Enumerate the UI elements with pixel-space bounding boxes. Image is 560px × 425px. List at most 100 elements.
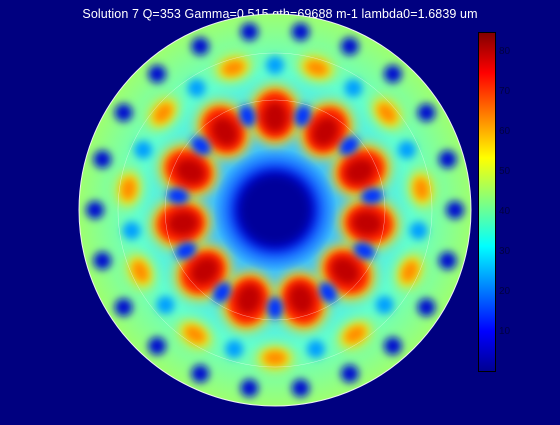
lobe-peak [352,211,382,236]
grid-circle [78,13,472,407]
colorbar-frame [478,32,496,372]
outer-dot [383,64,402,83]
colorbar-svg [478,32,496,372]
outer-dot [114,298,133,317]
outer-dot [438,251,457,270]
lobe-core [264,351,286,365]
colorbar [478,32,496,377]
outer-dot [417,103,436,122]
outer-dot [148,64,167,83]
inner-lobe [249,85,301,145]
lobe-peak [190,257,219,285]
inner-lobe [332,143,391,198]
field-disk [79,14,471,406]
outer-lobe [257,346,293,370]
lobe-peak [263,102,287,132]
lobe-core [377,103,396,123]
lobe-core [414,178,429,200]
outer-dot [93,251,112,270]
lobe-peak [168,211,198,236]
colorbar-tick-label: 10 [499,326,511,337]
inner-lobe [151,197,211,250]
inner-node [167,187,189,205]
outer-dot [340,37,359,56]
colorbar-tick-label: 60 [499,126,511,137]
outer-dot [148,337,167,356]
lobe-peak [331,257,360,285]
inner-node [175,242,197,260]
lobe-peak [312,117,339,146]
inner-lobe [275,271,329,331]
outer-dot [114,103,133,122]
inner-node [361,187,383,205]
inner-node [319,282,337,303]
outer-lobe [396,254,423,289]
middle-node [134,140,153,159]
outer-lobe [215,55,251,81]
grid-circle [164,99,386,321]
grid-lines [78,13,472,407]
inner-node [191,136,211,156]
outer-dot [291,22,310,41]
middle-node [187,79,206,98]
grid-circle [117,52,433,368]
inner-node [294,105,311,127]
middle-node [306,340,325,359]
lobe-peak [345,158,375,184]
inner-node [213,282,231,303]
lobe-core [132,261,149,282]
outer-dot [240,22,259,41]
lobe-peak [211,117,238,146]
lobe-core [154,103,173,123]
outer-dot [438,150,457,169]
lobe-core [121,178,136,200]
outer-lobe [178,320,212,349]
outer-dot [86,201,104,219]
outer-dot [340,364,359,383]
outer-lobe [116,171,141,207]
outer-dot [191,37,210,56]
outer-dot [383,337,402,356]
outer-lobe [371,97,402,129]
outer-lobe [148,97,179,129]
outer-lobe [299,55,335,81]
inner-lobe [159,143,218,198]
outer-lobe [409,171,434,207]
middle-node [156,295,175,314]
outer-dot [417,298,436,317]
inner-lobe [196,101,251,159]
lobe-core [184,326,205,343]
center-hole [237,172,313,248]
colorbar-gradient [478,32,496,372]
outer-dot [93,150,112,169]
inner-node [267,297,283,319]
lobe-peak [175,158,205,184]
outer-lobe [338,320,372,349]
inner-lobe [299,101,354,159]
inner-node [353,242,375,260]
outer-dot [240,379,259,398]
outer-dot [191,364,210,383]
colorbar-tick-label: 80 [499,46,511,57]
middle-node [266,56,284,74]
lobe-core [305,60,328,76]
outer-lobe [127,254,154,289]
outer-dot [291,379,310,398]
lobe-core [345,326,366,343]
inner-node [339,136,359,156]
middle-node [122,221,141,240]
inner-lobe [339,197,399,250]
colorbar-tick-label: 70 [499,86,511,97]
lobe-core [222,60,245,76]
colorbar-tick-label: 20 [499,286,511,297]
inner-node [239,105,256,127]
middle-node [225,340,244,359]
outer-dot [446,201,464,219]
middle-node [375,295,394,314]
middle-node [344,79,363,98]
lobe-core [401,261,418,282]
middle-node [397,140,416,159]
inner-lobe [221,271,275,331]
